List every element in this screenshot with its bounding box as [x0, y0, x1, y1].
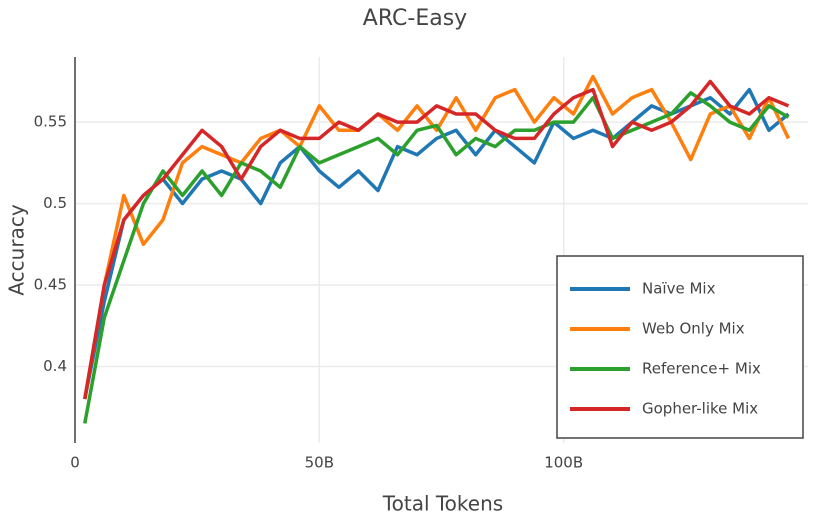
x-tick-label: 50B [305, 454, 334, 472]
legend-label: Reference+ Mix [642, 360, 761, 378]
legend: Naïve Mix Web Only Mix Reference+ Mix Gophe… [556, 255, 804, 439]
legend-label: Naïve Mix [642, 280, 716, 298]
y-axis-label: Accuracy [5, 204, 29, 295]
y-tick-label: 0.5 [43, 194, 67, 212]
legend-label: Gopher-like Mix [642, 400, 758, 418]
x-axis-label: Total Tokens [382, 492, 503, 516]
y-tick-label: 0.4 [43, 357, 67, 375]
chart-title: ARC-Easy [363, 6, 467, 31]
y-tick-label: 0.45 [34, 276, 67, 294]
series-line [83, 91, 790, 424]
x-tick-label: 100B [544, 454, 583, 472]
legend-label: Web Only Mix [642, 320, 745, 338]
x-tick-label: 0 [70, 454, 80, 472]
y-tick-label: 0.55 [34, 113, 67, 131]
series-line [83, 79, 790, 400]
